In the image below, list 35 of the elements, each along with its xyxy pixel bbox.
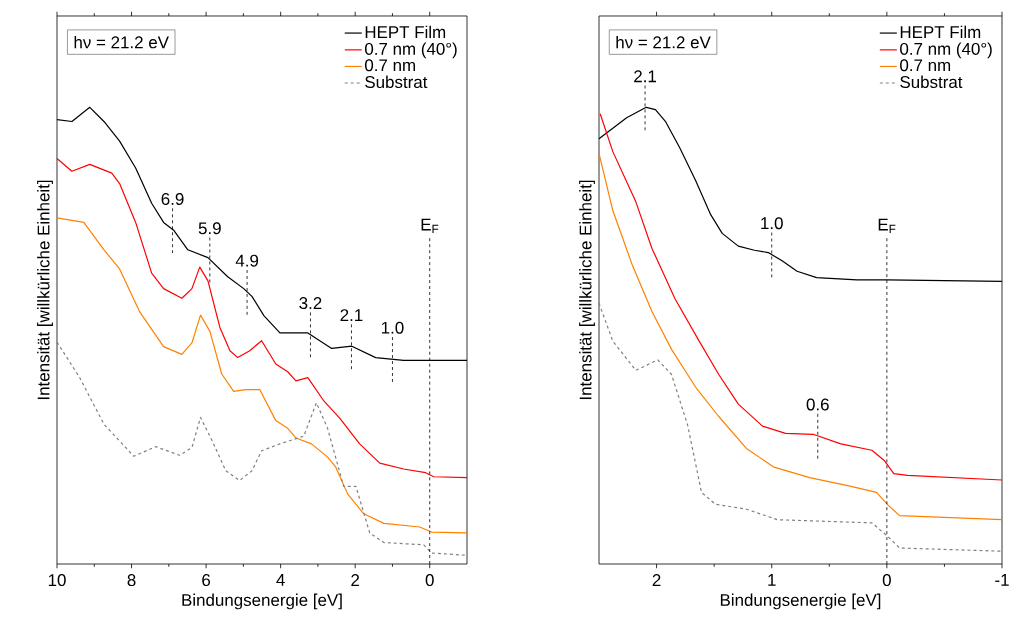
x-axis-title: Bindungsenergie [eV] xyxy=(182,593,342,610)
annotation: 0.6 xyxy=(806,398,829,411)
x-tick-label: 2 xyxy=(652,574,661,586)
x-tick-label: -1 xyxy=(995,574,1009,586)
legend-label: 0.7 nm xyxy=(900,59,951,72)
x-tick-label: 4 xyxy=(276,574,285,586)
annotation: 2.1 xyxy=(340,309,363,321)
legend-label: 0.7 nm xyxy=(365,59,415,72)
annotation: 4.9 xyxy=(235,254,259,267)
ref-line-label: E$_{F}$ xyxy=(421,218,439,233)
legend-label: 0.7 nm (40°) xyxy=(365,42,457,59)
ref-line-label: E$_{F}$ xyxy=(878,218,896,233)
legend-label: HEPT Film xyxy=(900,25,981,38)
legend-label: HEPT Film xyxy=(365,25,446,38)
x-tick-label: 6 xyxy=(202,574,211,587)
y-axis-title: Intensität [willkürliche Einheit] xyxy=(37,180,53,400)
annotation: 6.9 xyxy=(161,192,184,205)
y-axis-title: Intensität [willkürliche Einheit] xyxy=(579,180,595,400)
x-tick-label: 10 xyxy=(48,574,66,587)
legend-label: Substrat xyxy=(900,75,963,89)
legend-label: Substrat xyxy=(365,75,428,89)
text: hν = 21.2 eV xyxy=(616,35,711,49)
annotation: 3.2 xyxy=(299,297,322,310)
annotation: 2.1 xyxy=(634,70,657,83)
annotation: 5.9 xyxy=(198,222,221,235)
x-axis-title: Bindungsenergie [eV] xyxy=(720,593,881,610)
x-tick-label: 1 xyxy=(768,574,776,586)
annotation: 1.0 xyxy=(761,217,783,230)
x-tick-label: 0 xyxy=(425,574,434,587)
x-tick-label: 8 xyxy=(127,574,136,587)
x-tick-label: 0 xyxy=(882,574,891,587)
legend-label: 0.7 nm (40°) xyxy=(900,42,992,59)
text: hν = 21.2 eV xyxy=(74,35,169,49)
annotation: 1.0 xyxy=(381,321,404,334)
x-tick-label: 2 xyxy=(351,574,360,586)
